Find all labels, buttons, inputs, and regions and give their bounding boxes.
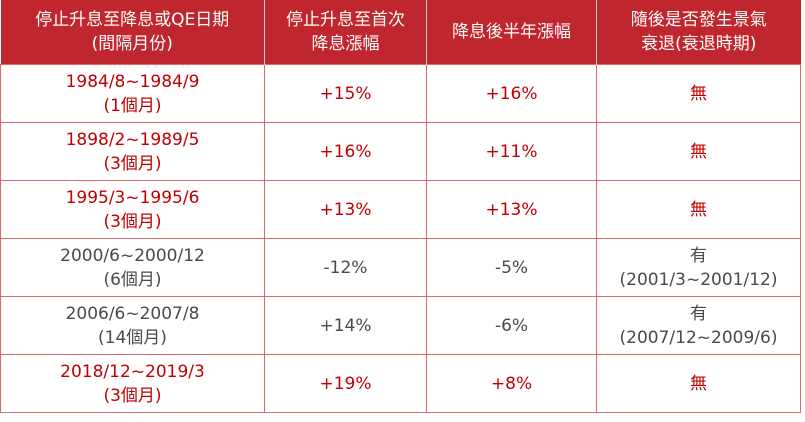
recession-text: 有 xyxy=(690,303,707,324)
rate-cycle-table: 停止升息至降息或QE日期 (間隔月份) 停止升息至首次 降息漲幅 降息後半年漲幅… xyxy=(0,0,801,413)
header-gain-line1: 停止升息至首次 xyxy=(286,10,405,30)
gain-to-cut-cell: +19% xyxy=(264,354,427,413)
recession-text: 無 xyxy=(690,141,707,162)
gap-text: (3個月) xyxy=(103,211,162,232)
recession-period-text: (2001/3~2001/12) xyxy=(619,269,778,290)
header-gain-line2: 降息漲幅 xyxy=(311,34,380,54)
recession-cell: 無 xyxy=(596,122,801,181)
header-gain-to-cut: 停止升息至首次 降息漲幅 xyxy=(264,0,427,65)
recession-cell: 有 (2001/3~2001/12) xyxy=(596,238,801,297)
period-text: 1995/3~1995/6 xyxy=(65,187,200,208)
gain-to-cut-cell: +13% xyxy=(264,180,427,239)
table-row: 2000/6~2000/12 (6個月) -12% -5% 有 (2001/3~20… xyxy=(0,238,801,297)
header-recession-line2: 衰退(衰退時期) xyxy=(641,34,757,54)
recession-cell: 無 xyxy=(596,64,801,123)
header-period: 停止升息至降息或QE日期 (間隔月份) xyxy=(0,0,265,65)
period-cell: 2000/6~2000/12 (6個月) xyxy=(0,238,265,297)
recession-text: 有 xyxy=(690,245,707,266)
gap-text: (1個月) xyxy=(103,95,162,116)
half-year-cell: +11% xyxy=(426,122,597,181)
period-text: 1898/2~1989/5 xyxy=(65,129,200,150)
half-year-cell: +13% xyxy=(426,180,597,239)
header-half-year-line1: 降息後半年漲幅 xyxy=(452,22,571,42)
period-cell: 1995/3~1995/6 (3個月) xyxy=(0,180,265,239)
half-year-cell: -5% xyxy=(426,238,597,297)
table-row: 1995/3~1995/6 (3個月) +13% +13% 無 xyxy=(0,180,801,239)
period-cell: 1984/8~1984/9 (1個月) xyxy=(0,64,265,123)
gain-to-cut-cell: -12% xyxy=(264,238,427,297)
period-text: 2000/6~2000/12 xyxy=(60,245,205,266)
period-cell: 2018/12~2019/3 (3個月) xyxy=(0,354,265,413)
recession-cell: 無 xyxy=(596,354,801,413)
header-recession: 隨後是否發生景氣 衰退(衰退時期) xyxy=(596,0,801,65)
period-cell: 2006/6~2007/8 (14個月) xyxy=(0,296,265,355)
half-year-cell: +8% xyxy=(426,354,597,413)
period-text: 2018/12~2019/3 xyxy=(60,361,205,382)
gain-to-cut-cell: +16% xyxy=(264,122,427,181)
recession-text: 無 xyxy=(690,83,707,104)
header-period-line2: (間隔月份) xyxy=(91,34,173,54)
table-row: 1984/8~1984/9 (1個月) +15% +16% 無 xyxy=(0,64,801,123)
gap-text: (3個月) xyxy=(103,385,162,406)
header-period-line1: 停止升息至降息或QE日期 xyxy=(35,10,230,30)
gain-to-cut-cell: +14% xyxy=(264,296,427,355)
half-year-cell: +16% xyxy=(426,64,597,123)
gap-text: (6個月) xyxy=(103,269,162,290)
recession-cell: 有 (2007/12~2009/6) xyxy=(596,296,801,355)
period-cell: 1898/2~1989/5 (3個月) xyxy=(0,122,265,181)
recession-period-text: (2007/12~2009/6) xyxy=(619,327,778,348)
period-text: 2006/6~2007/8 xyxy=(65,303,200,324)
table-row: 1898/2~1989/5 (3個月) +16% +11% 無 xyxy=(0,122,801,181)
header-row: 停止升息至降息或QE日期 (間隔月份) 停止升息至首次 降息漲幅 降息後半年漲幅… xyxy=(0,0,801,65)
table-row: 2006/6~2007/8 (14個月) +14% -6% 有 (2007/12~2… xyxy=(0,296,801,355)
recession-text: 無 xyxy=(690,199,707,220)
recession-cell: 無 xyxy=(596,180,801,239)
header-half-year: 降息後半年漲幅 xyxy=(426,0,597,65)
gap-text: (3個月) xyxy=(103,153,162,174)
table-row: 2018/12~2019/3 (3個月) +19% +8% 無 xyxy=(0,354,801,413)
header-recession-line1: 隨後是否發生景氣 xyxy=(630,10,767,30)
period-text: 1984/8~1984/9 xyxy=(65,71,200,92)
gain-to-cut-cell: +15% xyxy=(264,64,427,123)
gap-text: (14個月) xyxy=(98,327,167,348)
half-year-cell: -6% xyxy=(426,296,597,355)
recession-text: 無 xyxy=(690,373,707,394)
